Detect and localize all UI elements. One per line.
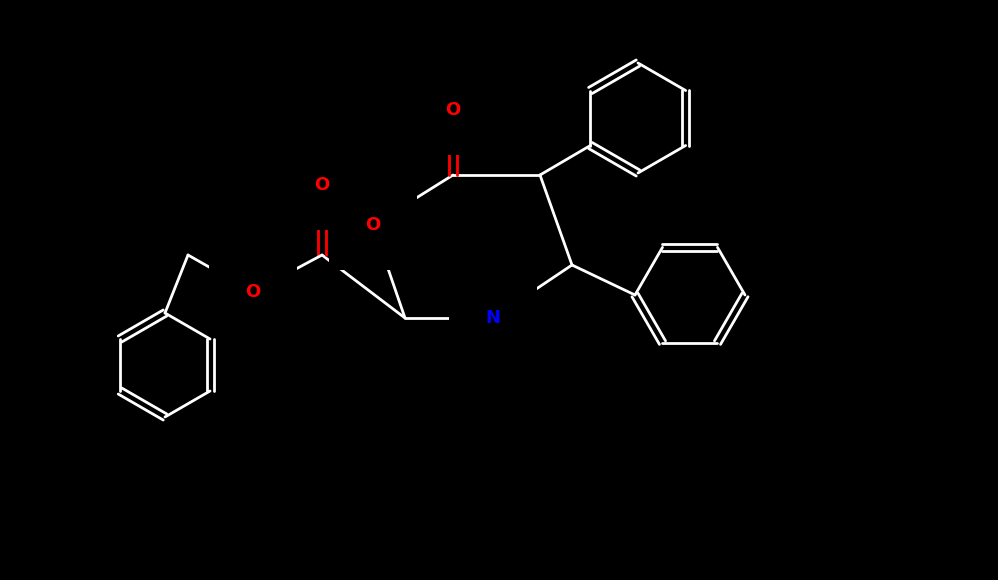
Text: O: O — [314, 176, 329, 194]
Text: O: O — [365, 216, 380, 234]
Text: O: O — [445, 101, 461, 119]
Text: N: N — [485, 309, 501, 327]
Text: O: O — [246, 283, 260, 301]
